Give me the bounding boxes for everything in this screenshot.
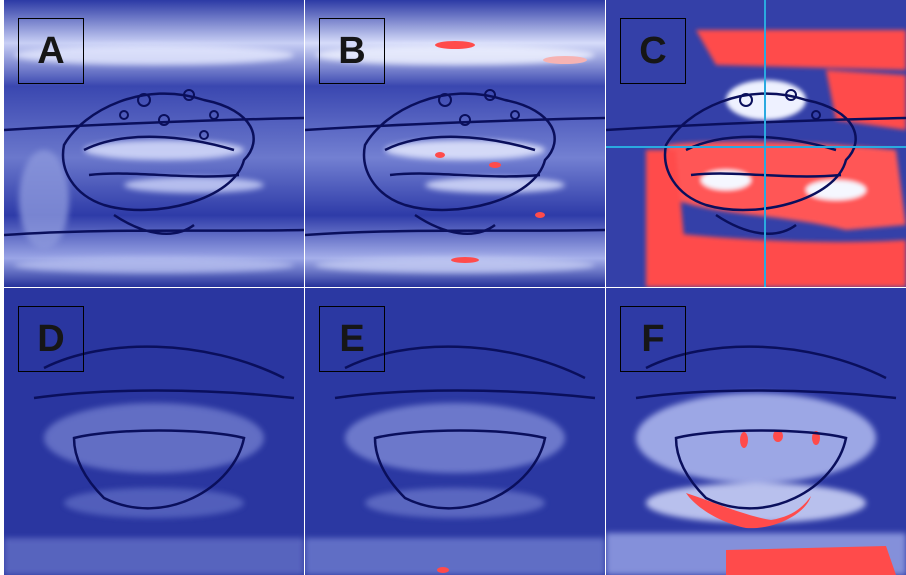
panel-c-heatmap (606, 0, 906, 287)
panel-c-label-box: C (620, 18, 686, 84)
panel-a-heatmap (4, 0, 304, 287)
panel-b-heatmap (305, 0, 605, 287)
crosshair-vertical (764, 0, 766, 287)
panel-f-heatmap (606, 288, 906, 575)
panel-e-label: E (339, 318, 365, 360)
panel-a-label: A (37, 30, 65, 72)
panel-d-label: D (37, 318, 65, 360)
panel-d: D (4, 288, 304, 575)
panel-e: E (305, 288, 605, 575)
panel-c: C (606, 0, 906, 287)
panel-d-label-box: D (18, 306, 84, 372)
panel-b-label: B (338, 30, 366, 72)
panel-f-label-box: F (620, 306, 686, 372)
panel-d-heatmap (4, 288, 304, 575)
panel-b-label-box: B (319, 18, 385, 84)
panel-f-label: F (641, 318, 665, 360)
panel-f: F (606, 288, 906, 575)
panel-e-label-box: E (319, 306, 385, 372)
panel-e-heatmap (305, 288, 605, 575)
crosshair-horizontal (606, 146, 906, 148)
panel-a: A (4, 0, 304, 287)
panel-b: B (305, 0, 605, 287)
panel-c-label: C (639, 30, 667, 72)
figure-grid: A (4, 0, 906, 575)
panel-a-label-box: A (18, 18, 84, 84)
